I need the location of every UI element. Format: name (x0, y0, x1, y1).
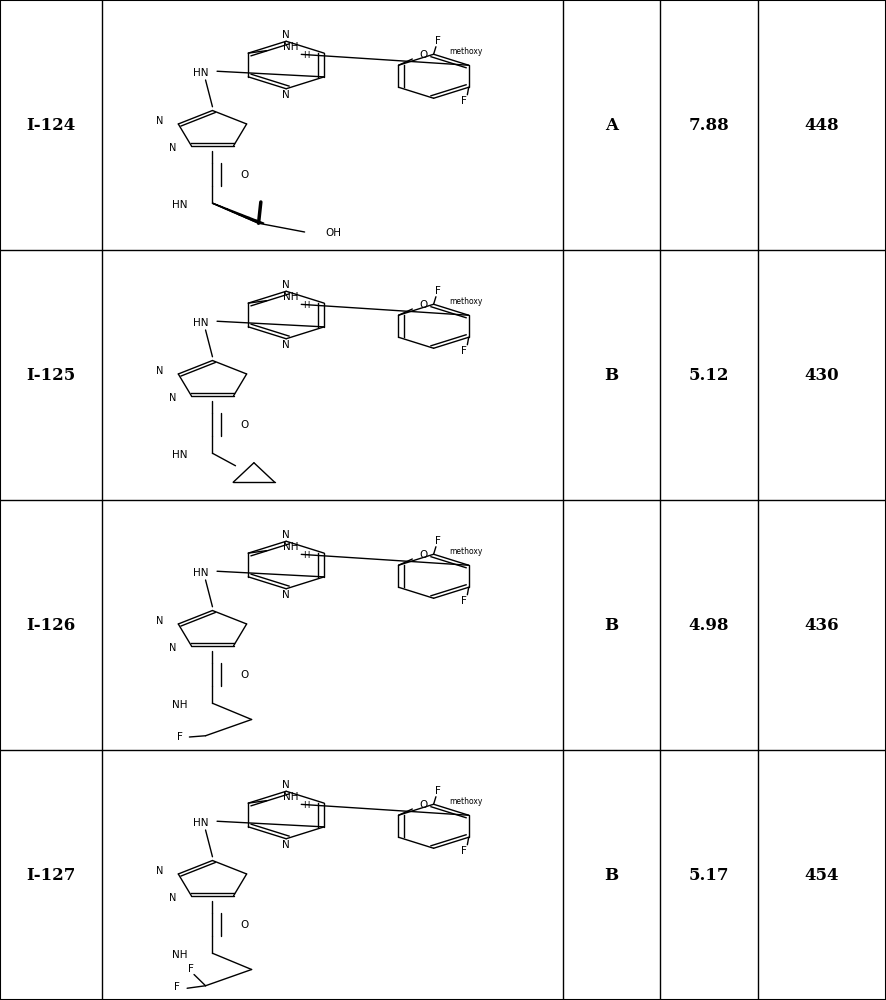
Text: F: F (175, 982, 180, 992)
Text: I-124: I-124 (27, 116, 75, 133)
Text: HN: HN (193, 318, 209, 328)
Polygon shape (226, 209, 235, 212)
Text: I-125: I-125 (27, 366, 75, 383)
Text: N: N (156, 366, 164, 376)
Text: F: F (462, 346, 467, 356)
Text: F: F (462, 846, 467, 856)
Text: HN: HN (193, 818, 209, 828)
Polygon shape (232, 212, 242, 215)
Text: N: N (169, 393, 176, 403)
Text: O: O (240, 920, 248, 930)
Polygon shape (219, 206, 228, 209)
Text: I-127: I-127 (27, 866, 75, 884)
Text: N: N (283, 90, 290, 100)
Text: HN: HN (172, 200, 187, 210)
Text: F: F (188, 964, 194, 974)
Text: O: O (419, 300, 427, 310)
Text: H: H (304, 51, 310, 60)
Text: methoxy: methoxy (449, 297, 483, 306)
Text: HN: HN (193, 568, 209, 578)
Text: H: H (304, 551, 310, 560)
Text: N: N (283, 30, 290, 40)
Text: O: O (240, 670, 248, 680)
Text: N: N (169, 893, 176, 903)
Text: N: N (283, 780, 290, 790)
Text: F: F (462, 96, 467, 106)
Text: NH: NH (283, 792, 299, 802)
Polygon shape (213, 203, 221, 206)
Text: methoxy: methoxy (449, 47, 483, 56)
Text: 454: 454 (804, 866, 839, 884)
Text: N: N (156, 616, 164, 626)
Text: F: F (435, 35, 441, 45)
Text: O: O (240, 169, 248, 180)
Text: F: F (435, 536, 441, 546)
Polygon shape (252, 220, 264, 223)
Text: HN: HN (193, 68, 209, 78)
Text: NH: NH (172, 700, 187, 710)
Text: F: F (435, 286, 441, 296)
Text: NH: NH (283, 42, 299, 52)
Text: H: H (304, 301, 310, 310)
Polygon shape (239, 215, 250, 218)
Text: N: N (283, 840, 290, 850)
Text: N: N (283, 340, 290, 350)
Text: B: B (604, 866, 618, 884)
Text: A: A (605, 116, 618, 133)
Text: N: N (283, 280, 290, 290)
Text: 5.17: 5.17 (688, 866, 729, 884)
Text: HN: HN (172, 450, 187, 460)
Text: N: N (169, 143, 176, 153)
Text: NH: NH (283, 542, 299, 552)
Text: N: N (283, 590, 290, 600)
Text: O: O (240, 420, 248, 430)
Text: 436: 436 (804, 616, 839, 634)
Text: O: O (419, 550, 427, 560)
Text: OH: OH (325, 228, 341, 238)
Text: 7.88: 7.88 (688, 116, 729, 133)
Text: 448: 448 (804, 116, 839, 133)
Text: F: F (176, 732, 183, 742)
Text: NH: NH (172, 950, 187, 960)
Text: methoxy: methoxy (449, 547, 483, 556)
Text: N: N (156, 116, 164, 126)
Text: H: H (304, 801, 310, 810)
Text: methoxy: methoxy (449, 797, 483, 806)
Text: B: B (604, 616, 618, 634)
Text: N: N (156, 866, 164, 876)
Text: 430: 430 (804, 366, 839, 383)
Text: I-126: I-126 (27, 616, 75, 634)
Text: B: B (604, 366, 618, 383)
Text: O: O (419, 50, 427, 60)
Text: N: N (169, 643, 176, 653)
Text: O: O (419, 800, 427, 810)
Text: F: F (462, 596, 467, 606)
Text: 5.12: 5.12 (688, 366, 729, 383)
Text: 4.98: 4.98 (688, 616, 729, 634)
Polygon shape (245, 218, 257, 220)
Text: NH: NH (283, 292, 299, 302)
Text: F: F (435, 786, 441, 796)
Text: N: N (283, 530, 290, 540)
